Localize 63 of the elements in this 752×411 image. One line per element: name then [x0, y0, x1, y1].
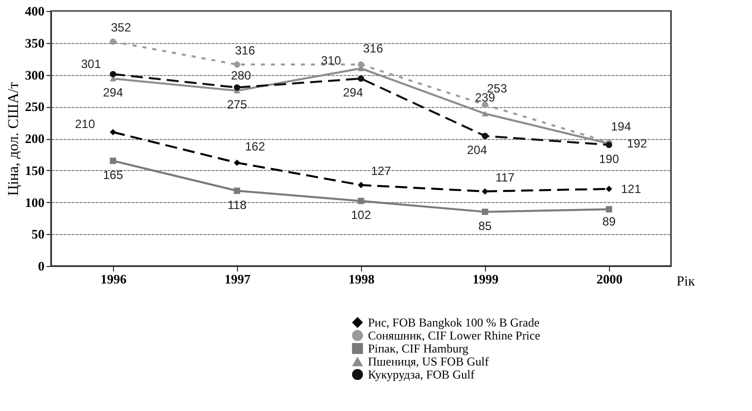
point: [234, 160, 240, 166]
x-tick-label: 1998: [348, 272, 375, 286]
x-tick-label: 2000: [596, 272, 622, 286]
data-label: 310: [320, 53, 342, 68]
data-label: 118: [227, 198, 247, 212]
data-label: 294: [342, 86, 364, 100]
y-tick-label: 350: [25, 35, 44, 50]
y-tick-label: 0: [38, 258, 44, 274]
point: [606, 206, 612, 212]
data-label: 275: [226, 98, 248, 112]
data-label: 121: [620, 182, 642, 196]
legend-label: Пшениця, US FOB Gulf: [368, 354, 489, 368]
point: [234, 61, 240, 68]
data-label: 85: [478, 218, 492, 233]
x-tick-label: 1996: [100, 272, 127, 286]
legend-label: Рис, FOB Bangkok 100 % B Grade: [368, 316, 540, 330]
legend-label: Кукурудза, FOB Gulf: [368, 368, 475, 382]
data-label: 190: [598, 152, 620, 166]
y-tick-label: 200: [25, 131, 44, 146]
data-label: 102: [350, 208, 372, 222]
data-label: 352: [110, 20, 132, 35]
data-label: 117: [495, 170, 515, 184]
data-label: 127: [370, 164, 392, 178]
data-label: 316: [234, 44, 256, 58]
point: [234, 84, 240, 91]
point: [358, 182, 364, 188]
data-label: 294: [102, 86, 124, 100]
x-tick-label: 1997: [224, 272, 251, 286]
point: [358, 198, 364, 204]
point: [606, 186, 612, 192]
point: [110, 38, 116, 45]
legend-label: Ріпак, CIF Hamburg: [368, 342, 468, 356]
data-label: 192: [626, 136, 648, 151]
y-tick-label: 250: [25, 99, 44, 114]
data-label: 210: [74, 117, 96, 132]
point: [482, 188, 488, 195]
data-label: 162: [244, 140, 266, 154]
point: [110, 158, 116, 164]
legend-label: Соняшник, CIF Lower Rhine Price: [368, 328, 540, 342]
data-label: 165: [102, 168, 124, 182]
point: [482, 208, 488, 215]
x-tick-label: 1999: [472, 272, 499, 286]
data-label: 204: [466, 142, 488, 157]
point: [358, 75, 364, 82]
y-axis-title: Ціна, дол. США/т: [6, 82, 22, 196]
x-axis-title: Рік: [676, 274, 696, 290]
data-label: 89: [602, 214, 616, 228]
y-tick-label: 50: [32, 226, 44, 242]
y-tick-label: 100: [25, 194, 44, 210]
data-label: 280: [230, 68, 252, 82]
y-tick-label: 300: [25, 67, 44, 82]
point: [482, 132, 488, 140]
point: [482, 110, 488, 116]
point: [358, 66, 364, 72]
point: [234, 188, 240, 194]
data-label: 316: [362, 42, 384, 56]
point: [110, 70, 116, 78]
data-label: 301: [80, 57, 102, 72]
y-tick-label: 150: [25, 162, 44, 178]
point: [110, 128, 116, 136]
y-tick-label: 400: [25, 4, 44, 18]
point: [482, 102, 488, 108]
data-label: 194: [610, 119, 632, 134]
